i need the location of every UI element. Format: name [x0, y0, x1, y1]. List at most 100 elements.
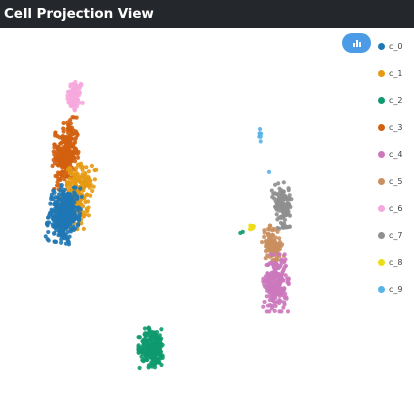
point-c_1	[67, 176, 72, 181]
point-c_9	[258, 139, 263, 144]
point-c_2	[240, 229, 245, 234]
point-c_2	[137, 335, 142, 340]
point-c_2	[159, 327, 164, 332]
point-c_0	[59, 228, 64, 233]
point-c_3	[59, 151, 64, 156]
point-c_0	[64, 210, 70, 215]
point-c_6	[72, 108, 77, 113]
point-c_1	[76, 178, 82, 184]
legend-item-c_7[interactable]: c_7	[378, 229, 403, 241]
point-c_4	[268, 273, 273, 278]
point-c_0	[65, 229, 70, 235]
point-c_3	[70, 115, 75, 120]
point-c_0	[59, 240, 64, 245]
legend-item-c_6[interactable]: c_6	[378, 202, 403, 214]
point-c_3	[66, 123, 71, 128]
legend-item-c_2[interactable]: c_2	[378, 94, 403, 106]
point-c_3	[53, 173, 58, 179]
point-c_3	[75, 155, 81, 160]
point-c_7	[282, 210, 287, 215]
point-c_5	[277, 244, 282, 249]
legend-label: c_7	[389, 230, 403, 240]
legend-swatch	[378, 150, 385, 158]
point-c_5	[275, 229, 280, 234]
point-c_2	[146, 325, 151, 330]
legend-item-c_3[interactable]: c_3	[378, 121, 403, 133]
legend-label: c_2	[389, 95, 403, 105]
point-c_7	[270, 194, 275, 200]
point-c_7	[277, 203, 282, 208]
window-title: Cell Projection View	[4, 6, 154, 22]
legend-swatch	[378, 204, 385, 212]
point-c_0	[46, 229, 51, 235]
point-c_2	[144, 339, 150, 344]
point-c_3	[61, 120, 66, 126]
point-c_0	[63, 232, 68, 237]
point-c_1	[81, 226, 86, 232]
point-c_1	[65, 167, 71, 172]
point-c_1	[86, 213, 92, 218]
point-c_0	[68, 221, 73, 226]
legend-item-c_8[interactable]: c_8	[378, 256, 403, 268]
chart-settings-button[interactable]	[342, 33, 371, 53]
point-c_9	[266, 169, 272, 174]
legend-item-c_5[interactable]: c_5	[378, 175, 403, 187]
point-c_4	[280, 286, 285, 292]
point-c_2	[147, 331, 152, 336]
point-c_3	[62, 164, 67, 170]
point-c_1	[83, 173, 88, 178]
point-c_0	[64, 207, 69, 212]
point-c_0	[68, 227, 73, 232]
legend-label: c_3	[389, 122, 403, 132]
point-c_1	[89, 163, 94, 169]
point-c_5	[262, 234, 267, 239]
point-c_0	[51, 196, 56, 202]
point-c_1	[88, 178, 93, 183]
point-c_4	[285, 276, 290, 281]
point-c_3	[56, 147, 61, 152]
point-c_7	[274, 212, 279, 217]
point-c_6	[70, 82, 75, 87]
point-c_0	[78, 207, 83, 212]
point-c_2	[152, 362, 157, 367]
point-c_0	[59, 221, 64, 226]
point-c_3	[51, 149, 56, 154]
point-c_4	[283, 291, 288, 296]
legend-item-c_0[interactable]: c_0	[378, 40, 403, 52]
point-c_0	[52, 239, 57, 244]
legend-item-c_4[interactable]: c_4	[378, 148, 403, 160]
legend-label: c_9	[389, 284, 403, 294]
point-c_2	[155, 346, 160, 351]
point-c_3	[72, 151, 77, 156]
point-c_0	[46, 238, 51, 243]
legend-label: c_1	[389, 68, 403, 78]
point-c_1	[94, 167, 99, 172]
point-c_2	[156, 360, 161, 365]
point-c_2	[141, 339, 146, 344]
point-c_5	[266, 226, 271, 232]
legend-item-c_1[interactable]: c_1	[378, 67, 403, 79]
point-c_1	[84, 182, 89, 187]
point-c_0	[70, 200, 75, 205]
point-c_4	[277, 290, 282, 295]
point-c_7	[278, 214, 284, 219]
legend-item-c_9[interactable]: c_9	[378, 283, 403, 295]
point-c_0	[55, 199, 60, 204]
point-c_8	[251, 224, 256, 229]
legend-label: c_4	[389, 149, 403, 159]
bar-chart-icon	[352, 40, 361, 47]
point-c_1	[74, 166, 79, 171]
point-c_5	[260, 240, 265, 245]
point-c_0	[59, 197, 64, 202]
point-c_5	[274, 257, 279, 262]
point-c_2	[156, 342, 161, 347]
point-c_6	[75, 104, 80, 109]
point-c_3	[58, 141, 63, 146]
point-c_2	[149, 352, 154, 358]
point-c_2	[140, 358, 145, 363]
point-c_4	[261, 304, 266, 309]
point-c_1	[72, 176, 77, 181]
point-c_6	[80, 100, 85, 105]
point-c_1	[83, 212, 88, 217]
projection-plot[interactable]	[0, 28, 370, 415]
